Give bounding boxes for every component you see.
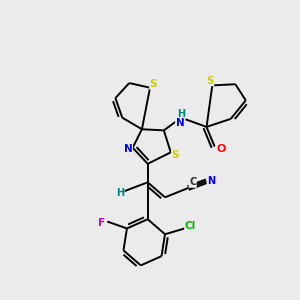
Text: N: N (207, 176, 215, 186)
Text: O: O (217, 144, 226, 154)
Text: Cl: Cl (185, 221, 196, 231)
Text: H: H (116, 188, 124, 198)
Text: S: S (206, 76, 214, 86)
Text: S: S (172, 150, 179, 160)
Text: N: N (176, 118, 184, 128)
Text: N: N (124, 144, 133, 154)
Text: H: H (177, 109, 185, 119)
Text: F: F (98, 218, 105, 228)
Text: C: C (189, 177, 196, 187)
Text: S: S (150, 79, 157, 89)
